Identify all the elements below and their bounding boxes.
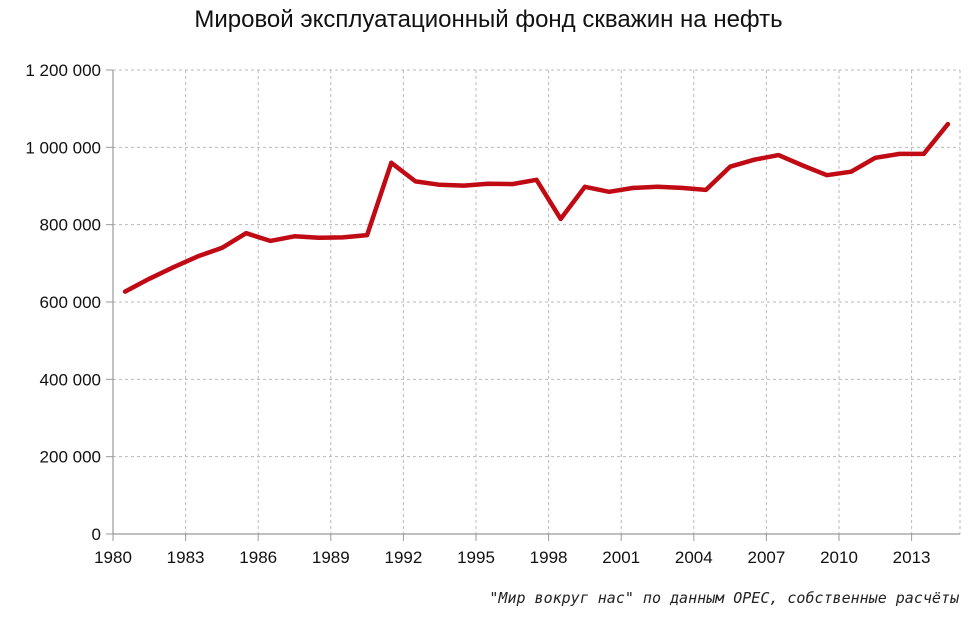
- data-point: [219, 245, 224, 250]
- data-point: [413, 179, 418, 184]
- data-point: [824, 173, 829, 178]
- x-tick-label: 2007: [747, 548, 785, 567]
- data-point: [171, 265, 176, 270]
- x-tick-label: 2001: [602, 548, 640, 567]
- data-point: [752, 157, 757, 162]
- data-point: [292, 234, 297, 239]
- series-layer: [122, 121, 951, 294]
- data-point: [486, 181, 491, 186]
- data-point: [437, 182, 442, 187]
- data-point: [776, 153, 781, 158]
- data-point: [461, 183, 466, 188]
- data-point: [365, 233, 370, 238]
- data-point: [921, 151, 926, 156]
- data-point: [534, 177, 539, 182]
- grid: [113, 69, 961, 534]
- x-tick-label: 2010: [820, 548, 858, 567]
- y-tick-label: 400 000: [40, 370, 101, 389]
- x-tick-label: 2004: [675, 548, 713, 567]
- data-point: [147, 276, 152, 281]
- y-tick-label: 600 000: [40, 293, 101, 312]
- x-tick-label: 1986: [239, 548, 277, 567]
- data-point: [558, 216, 563, 221]
- y-tick-label: 1 000 000: [25, 138, 101, 157]
- chart-title: Мировой эксплуатационный фонд скважин на…: [194, 6, 783, 33]
- data-point: [631, 185, 636, 190]
- x-tick-label: 1995: [457, 548, 495, 567]
- data-point: [897, 151, 902, 156]
- data-point: [607, 189, 612, 194]
- y-tick-label: 0: [92, 525, 101, 544]
- data-point: [316, 235, 321, 240]
- x-tick-label: 1983: [167, 548, 205, 567]
- x-tick-label: 1980: [94, 548, 132, 567]
- data-point: [510, 182, 515, 187]
- data-point: [195, 254, 200, 259]
- data-point: [655, 184, 660, 189]
- data-point: [340, 235, 345, 240]
- axes: [106, 69, 960, 541]
- data-point: [945, 122, 950, 127]
- data-point: [582, 184, 587, 189]
- x-tick-label: 1992: [384, 548, 422, 567]
- series-line: [122, 121, 951, 294]
- data-point: [703, 187, 708, 192]
- data-point: [873, 155, 878, 160]
- data-point: [389, 160, 394, 165]
- y-tick-label: 1 200 000: [25, 61, 101, 80]
- x-tick-label: 1998: [530, 548, 568, 567]
- data-point: [244, 231, 249, 236]
- x-tick-label: 1989: [312, 548, 350, 567]
- data-point: [268, 238, 273, 243]
- y-tick-label: 200 000: [40, 448, 101, 467]
- data-point: [800, 163, 805, 168]
- data-point: [123, 289, 128, 294]
- data-point: [728, 164, 733, 169]
- data-point: [849, 169, 854, 174]
- data-point: [679, 185, 684, 190]
- x-tick-label: 2013: [893, 548, 931, 567]
- y-tick-label: 800 000: [40, 216, 101, 235]
- source-note: "Мир вокруг нас" по данным OPEC, собстве…: [489, 589, 959, 607]
- y-tick-labels: 0 200 000 400 000 600 000 800 000 1 000 000 1 …: [25, 61, 101, 544]
- x-tick-labels: 1980 1983 1986 1989 1992 1995 1998 2001 2004 2007…: [94, 548, 930, 567]
